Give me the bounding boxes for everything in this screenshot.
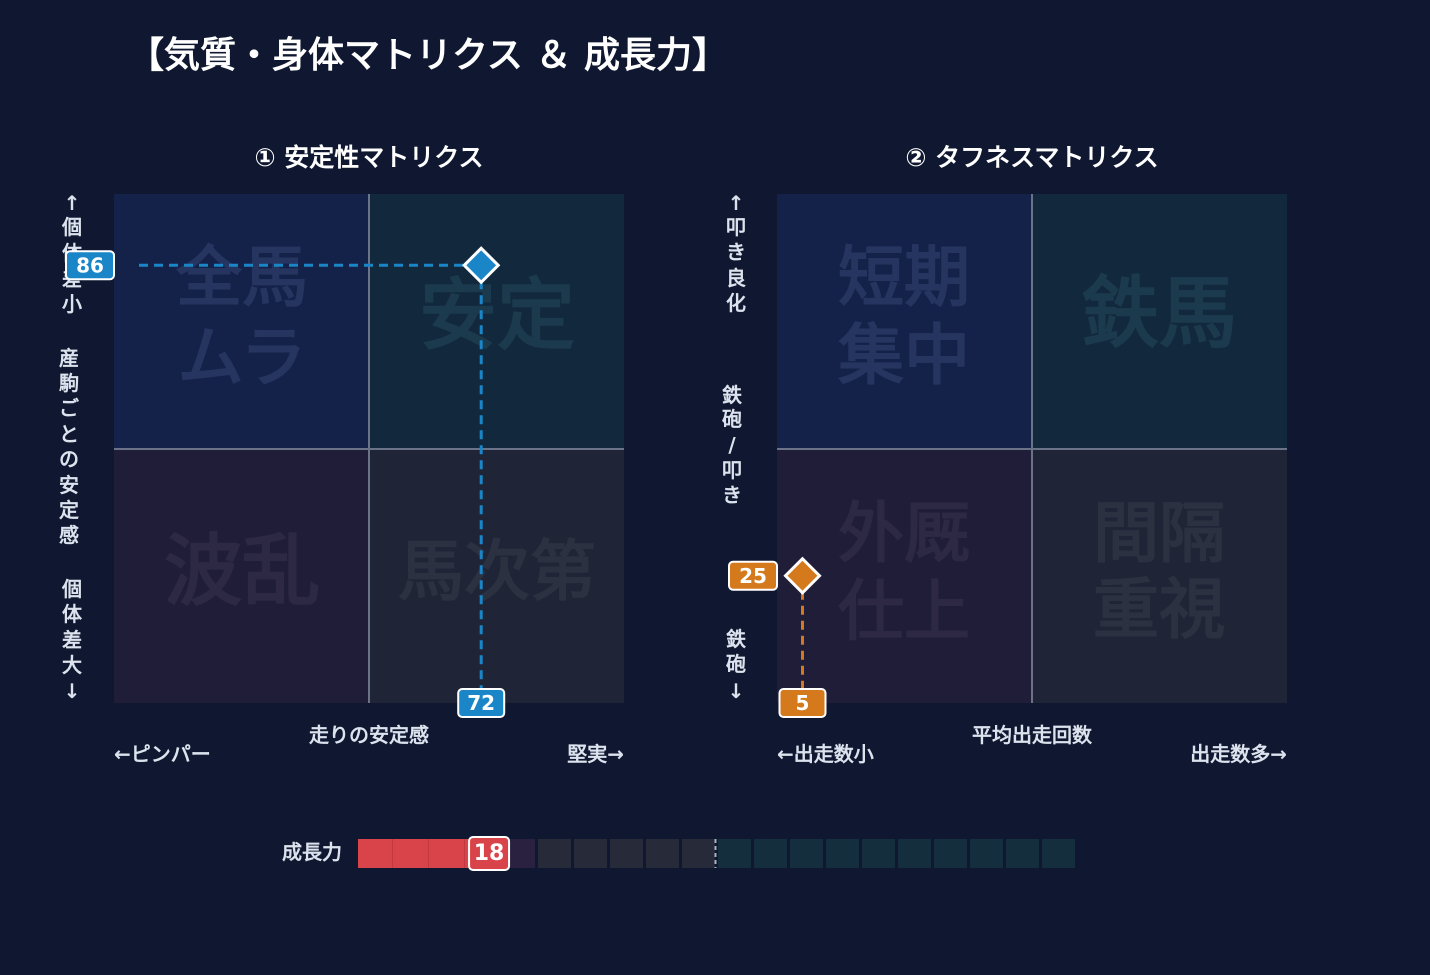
y-axis-label-mid: の: [59, 447, 79, 471]
stability-matrix: ① 安定性マトリクス 全馬 ムラ 安定 波乱 馬次第 ↑ 個 体 差 小 産 駒…: [59, 143, 624, 766]
y-axis-label-mid: と: [59, 422, 79, 446]
y-axis-label-mid: 砲: [722, 407, 742, 431]
growth-cell: [1006, 839, 1039, 868]
quadrant-label-bottom-left: 波乱: [164, 527, 320, 617]
growth-cell: [646, 839, 679, 868]
quadrant-top-right: [369, 194, 624, 449]
growth-cell: [862, 839, 895, 868]
toughness-point-group: 5 25: [728, 556, 827, 718]
quadrant-label-bottom-right: 重視: [1093, 571, 1225, 648]
x-axis-right-label: 出走数多→: [1190, 742, 1287, 766]
quadrant-label-bottom-right: 間隔: [1093, 495, 1225, 572]
y-axis-label-mid: ご: [59, 396, 79, 420]
y-axis-label-bottom: 体: [62, 602, 83, 626]
x-axis-left-label: ←ピンパー: [114, 742, 211, 766]
y-axis-label-top: 叩: [726, 215, 746, 239]
y-axis-label-mid: 鉄: [722, 383, 742, 407]
y-axis-arrow-up: ↑: [728, 191, 745, 215]
y-axis-label-top: 個: [61, 215, 82, 239]
y-axis-label-mid: 感: [59, 523, 79, 547]
quadrant-label-bottom-right: 馬次第: [398, 533, 596, 610]
y-axis-label-mid: 安: [59, 473, 79, 497]
growth-cell: [1042, 839, 1075, 868]
growth-cell: [682, 839, 715, 868]
stability-point-group: 72 86: [65, 246, 506, 718]
growth-bar: 成長力 18: [282, 836, 1075, 871]
quadrant-top-right: [1032, 194, 1287, 449]
quadrant-top-left: [114, 194, 369, 449]
quadrant-label-top-left: 短期: [838, 239, 970, 316]
growth-cell: [934, 839, 967, 868]
stability-matrix-title: ① 安定性マトリクス: [254, 143, 483, 172]
y-value-badge: 25: [728, 560, 778, 591]
quadrant-label-top-right: 安定: [419, 271, 575, 361]
data-point-marker: [462, 246, 501, 285]
x-axis-label: 走りの安定感: [309, 723, 429, 747]
growth-cells: 18: [358, 836, 1075, 871]
growth-cell: [538, 839, 571, 868]
growth-cell: [718, 839, 751, 868]
growth-cell: [826, 839, 859, 868]
quadrant-label-top-left: 集中: [837, 317, 970, 394]
y-axis-label-bottom: 鉄: [726, 627, 746, 651]
y-value-label: 25: [739, 564, 767, 588]
page-title: 【気質・身体マトリクス ＆ 成長力】: [128, 35, 728, 76]
data-point-marker: [783, 556, 822, 595]
quadrant-bottom-right: [1032, 449, 1287, 703]
toughness-matrix-title: ② タフネスマトリクス: [905, 143, 1158, 172]
growth-value-badge: 18: [468, 836, 511, 871]
y-axis-label-top: き: [726, 240, 746, 264]
y-axis-arrow-down: ↓: [728, 679, 745, 703]
x-value-badge: 72: [457, 688, 506, 718]
growth-value-label: 18: [474, 841, 505, 866]
y-value-badge: 86: [65, 250, 115, 281]
growth-cell: [610, 839, 643, 868]
y-axis-arrow-down: ↓: [64, 679, 81, 703]
x-axis-label: 平均出走回数: [972, 723, 1093, 747]
quadrant-label-top-left: ムラ: [178, 319, 307, 396]
quadrant-bottom-right: [369, 449, 624, 703]
y-axis-label-top: 化: [726, 291, 746, 315]
growth-cell: [970, 839, 1003, 868]
growth-cell: [898, 839, 931, 868]
y-axis-label-mid: 叩: [722, 458, 742, 482]
y-value-label: 86: [76, 253, 104, 277]
growth-cell: [790, 839, 823, 868]
y-axis-label-bottom: 砲: [726, 652, 746, 676]
x-value-badge: 5: [778, 688, 827, 718]
y-axis-label-top: 良: [726, 266, 746, 290]
growth-cell: [574, 839, 607, 868]
y-axis-label-mid: /: [728, 433, 736, 457]
quadrant-top-left: [777, 194, 1032, 449]
y-axis-label-mid: 産: [59, 346, 79, 370]
y-axis-label-mid: 定: [59, 498, 79, 522]
y-axis-label-top: 小: [62, 292, 82, 316]
quadrant-label-top-right: 鉄馬: [1081, 269, 1237, 359]
quadrant-label-bottom-left: 外厩: [838, 495, 970, 572]
y-axis-arrow-up: ↑: [64, 191, 81, 215]
growth-cell: [754, 839, 787, 868]
quadrant-bottom-left: [114, 449, 369, 703]
y-axis-label-bottom: 個: [61, 577, 82, 601]
y-axis-label-bottom: 大: [62, 653, 82, 677]
x-axis-right-label: 堅実→: [567, 742, 624, 766]
y-axis-label: ↑ 叩 き 良 化 鉄 砲 / 叩 き 鉄 砲 ↓: [722, 191, 746, 703]
growth-label: 成長力: [282, 840, 342, 864]
x-axis-left-label: ←出走数小: [777, 742, 874, 766]
x-value-label: 72: [467, 691, 495, 715]
x-value-label: 5: [796, 691, 810, 715]
y-axis-label-bottom: 差: [62, 628, 82, 652]
quadrant-label-bottom-left: 仕上: [838, 573, 970, 650]
toughness-matrix: ② タフネスマトリクス 短期 集中 鉄馬 外厩 仕上 間隔 重視 ↑ 叩 き 良…: [722, 143, 1287, 766]
growth-fill: [358, 839, 488, 868]
quadrant-label-top-left: 全馬: [175, 239, 308, 316]
y-axis-label-mid: 駒: [59, 371, 79, 395]
y-axis-label-mid: き: [722, 483, 742, 507]
